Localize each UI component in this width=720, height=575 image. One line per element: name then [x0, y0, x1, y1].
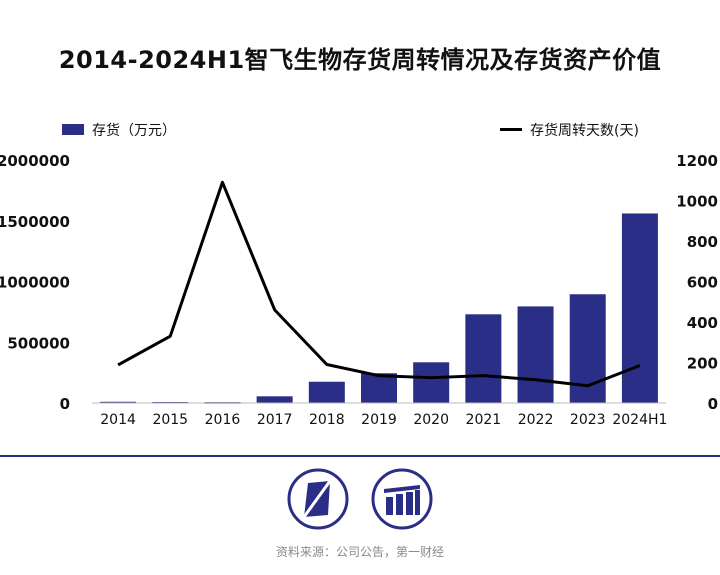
source-note: 资料来源：公司公告，第一财经: [275, 545, 444, 559]
x-tick-label: 2022: [518, 412, 554, 428]
right-tick-label: 1200: [676, 152, 718, 170]
x-tick-label: 2015: [152, 412, 188, 428]
bar-2017: [256, 396, 293, 403]
bar-2019: [361, 373, 397, 403]
right-tick-label: 200: [687, 355, 718, 373]
left-tick-label: 500000: [7, 334, 70, 352]
x-tick-label: 2019: [361, 412, 397, 428]
divider: [0, 455, 720, 457]
x-tick-label: 2018: [309, 412, 345, 428]
left-tick-label: 0: [60, 395, 70, 413]
publisher-logo-icon: [287, 468, 349, 530]
chart-title: 2014-2024H1智飞生物存货周转情况及存货资产价值: [58, 46, 662, 74]
x-tick-label: 2021: [466, 412, 502, 428]
x-tick-label: 2020: [413, 412, 449, 428]
bar-chart-logo-icon: [371, 468, 433, 530]
x-tick-label: 2024H1: [612, 412, 667, 428]
inventory-days-line: [117, 180, 641, 388]
right-tick-label: 0: [708, 395, 718, 413]
legend-swatch-bar: [62, 124, 84, 135]
legend-swatch-line: [500, 128, 522, 131]
legend-label-bar: 存货（万元）: [92, 122, 176, 139]
x-tick-label: 2016: [205, 412, 241, 428]
left-tick-label: 1500000: [0, 213, 70, 231]
right-tick-label: 1000: [676, 193, 718, 211]
right-tick-label: 600: [687, 274, 718, 292]
x-tick-label: 2014: [100, 412, 136, 428]
chart-svg: 存货（万元） 存货周转天数(天) 0 500000 1000000 1500000 20…: [0, 122, 718, 428]
left-axis-ticks: 0 500000 1000000 1500000 2000000: [0, 152, 70, 413]
bar-2020: [413, 362, 450, 403]
legend: 存货（万元） 存货周转天数(天): [62, 122, 639, 139]
x-axis-ticks: 2014 2015 2016 2017 2018 2019 2020 2021 2022 2023…: [100, 412, 667, 428]
legend-label-line: 存货周转天数(天): [530, 122, 639, 139]
x-tick-label: 2023: [570, 412, 606, 428]
left-tick-label: 1000000: [0, 274, 70, 292]
bar-2022: [517, 306, 554, 403]
right-axis-ticks: 0 200 400 600 800 1000 1200: [676, 152, 718, 413]
bar-2021: [465, 314, 502, 403]
x-tick-label: 2017: [257, 412, 293, 428]
left-tick-label: 2000000: [0, 152, 70, 170]
right-tick-label: 800: [687, 233, 718, 251]
line-series: [117, 180, 641, 388]
right-tick-label: 400: [687, 314, 718, 332]
bar-2024H1: [621, 213, 658, 403]
bar-2018: [308, 381, 345, 403]
